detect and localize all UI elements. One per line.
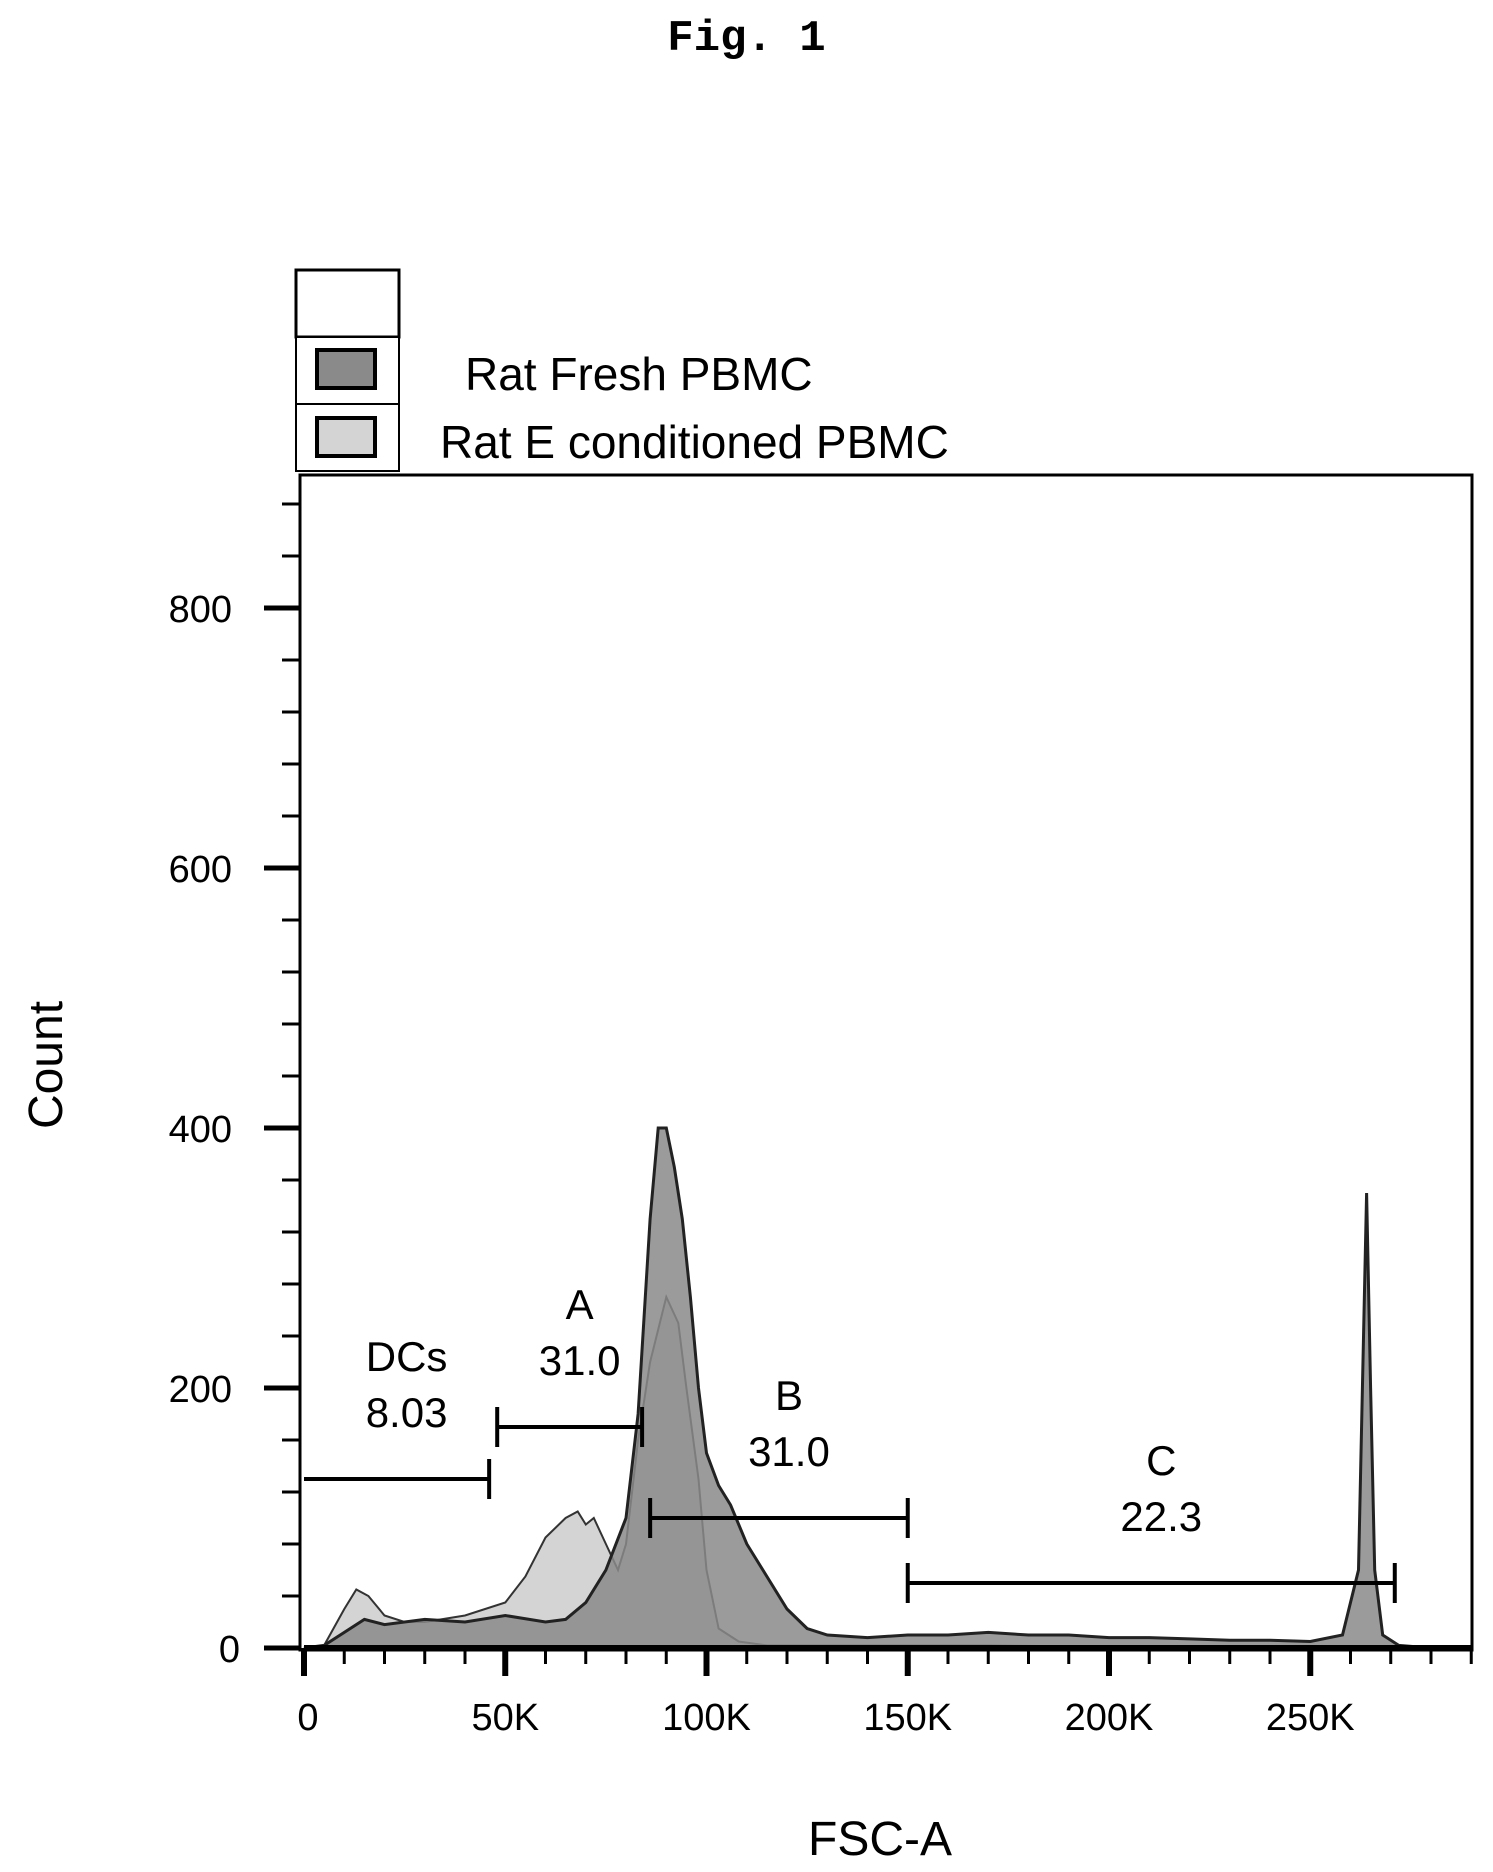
gates: DCs 8.03 A 31.0 B 31.0 C 22.3 — [304, 1281, 1397, 1603]
gate-value-label: 31.0 — [539, 1337, 621, 1384]
gate-name-label: A — [566, 1281, 594, 1328]
x-tick-label: 100K — [662, 1697, 751, 1739]
gate-dcs: DCs 8.03 — [304, 1333, 492, 1499]
x-axis-label: FSC-A — [808, 1813, 952, 1866]
legend-header-box — [294, 268, 401, 339]
gate-name-label: B — [775, 1372, 803, 1419]
legend: Rat Fresh PBMC Rat E conditioned PBMC — [294, 268, 949, 472]
legend-label-conditioned: Rat E conditioned PBMC — [440, 416, 949, 468]
gate-name-label: C — [1146, 1437, 1176, 1484]
series-area-conditioned — [303, 1294, 1391, 1649]
gate-b: B 31.0 — [648, 1372, 910, 1538]
gate-name-label: DCs — [366, 1333, 448, 1380]
y-tick-label: 0 — [219, 1629, 240, 1671]
gate-value-label: 8.03 — [366, 1389, 448, 1436]
plot-frame — [298, 473, 1474, 1652]
x-tick-label: 200K — [1065, 1697, 1154, 1739]
gate-c: C 22.3 — [905, 1437, 1397, 1603]
x-tick-label: 50K — [471, 1697, 539, 1739]
legend-swatch-fresh — [315, 348, 377, 390]
gate-value-label: 22.3 — [1120, 1493, 1202, 1540]
figure-label: Fig. 1 — [667, 14, 826, 64]
gate-value-label: 31.0 — [748, 1428, 830, 1475]
x-tick-label: 250K — [1266, 1697, 1355, 1739]
y-tick-label: 200 — [169, 1369, 232, 1411]
x-tick-label: 150K — [863, 1697, 952, 1739]
y-tick-label: 800 — [169, 589, 232, 631]
legend-swatch-conditioned — [315, 416, 377, 458]
axes: 0 50K 100K 150K 200K 250K 0 200 400 600 800 — [169, 475, 1473, 1739]
y-tick-label: 600 — [169, 849, 232, 891]
y-tick-label: 400 — [169, 1109, 232, 1151]
gate-a: A 31.0 — [495, 1281, 645, 1447]
x-tick-label: 0 — [297, 1697, 318, 1739]
series-area-fresh — [303, 1126, 1432, 1650]
legend-label-fresh: Rat Fresh PBMC — [465, 348, 813, 400]
y-axis-label: Count — [20, 1001, 73, 1129]
